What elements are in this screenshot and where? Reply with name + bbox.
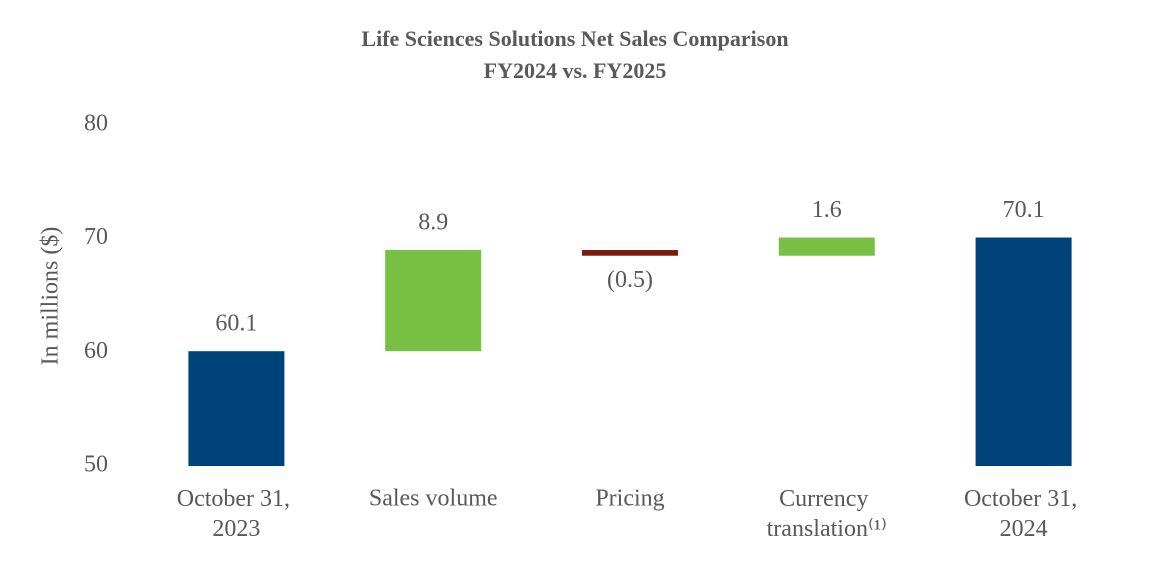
x-tick-label: Sales volume [369,486,498,512]
bar [385,250,482,352]
bar [778,237,875,256]
value-label: 1.6 [812,197,842,223]
x-tick-label: October 31, 2024 [964,486,1083,542]
value-label: 60.1 [215,311,257,337]
y-tick-label: 80 [84,111,108,137]
chart-title: Life Sciences Solutions Net Sales Compar… [361,26,788,51]
bar [188,351,285,466]
bar [975,237,1072,466]
y-axis-label: In millions ($) [38,227,64,366]
y-tick-label: 70 [84,224,108,250]
x-tick-label: Pricing [595,486,664,512]
chart-subtitle: FY2024 vs. FY2025 [484,58,667,83]
value-label: (0.5) [607,267,653,293]
value-label: 70.1 [1003,197,1045,223]
x-tick-label: Currency translation⁽¹⁾ [767,486,887,542]
bar [582,250,678,256]
x-tick-label: October 31, 2023 [177,486,296,542]
y-tick-label: 50 [84,452,108,478]
y-tick-label: 60 [84,338,108,364]
value-label: 8.9 [418,210,448,236]
